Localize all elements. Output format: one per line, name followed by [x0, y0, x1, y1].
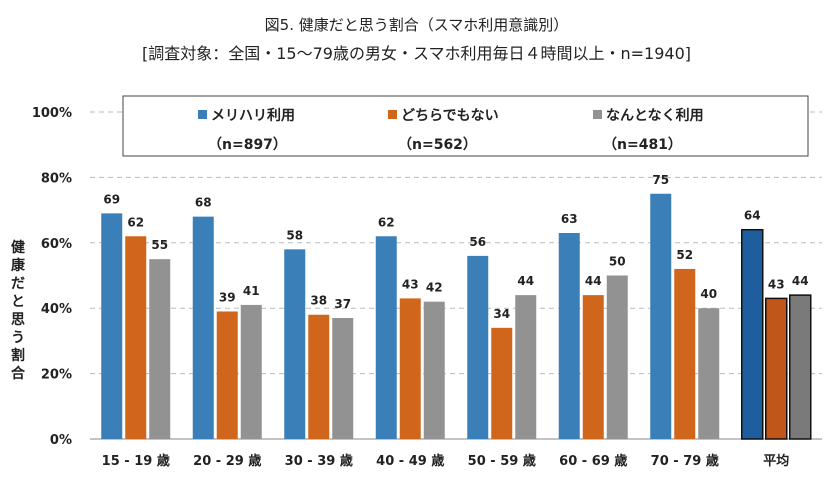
- y-axis-label-char: 思: [11, 312, 25, 328]
- data-label: 64: [744, 209, 761, 223]
- data-label: 44: [585, 274, 602, 288]
- x-tick-label: 30 - 39 歳: [285, 453, 353, 469]
- y-tick-label: 60%: [41, 237, 72, 252]
- data-label: 44: [517, 274, 534, 288]
- bar: [741, 228, 764, 440]
- bar: [332, 318, 354, 439]
- data-label: 43: [768, 277, 785, 291]
- x-tick-label: 40 - 49 歳: [376, 453, 444, 469]
- data-label: 58: [286, 228, 303, 242]
- data-label: 44: [792, 274, 809, 288]
- chart-title: 図5. 健康だと思う割合（スマホ利用意識別）: [264, 16, 569, 34]
- data-label: 75: [652, 173, 669, 187]
- y-axis-label-char: 割: [11, 347, 25, 364]
- x-tick-label: 15 - 19 歳: [102, 453, 170, 469]
- bar: [467, 255, 489, 439]
- chart-subtitle: [調査対象：全国・15～79歳の男女・スマホ利用毎日４時間以上・n=1940]: [142, 44, 691, 63]
- bar: [399, 298, 421, 439]
- y-axis-label-char: う: [11, 330, 25, 346]
- y-axis-label-char: 康: [11, 257, 26, 274]
- y-tick-label: 100%: [32, 106, 72, 121]
- bar: [582, 295, 604, 439]
- legend-swatch: [388, 110, 397, 119]
- legend-swatch: [593, 110, 602, 119]
- bar: [765, 297, 788, 440]
- data-label: 39: [219, 290, 236, 304]
- data-label: 62: [378, 215, 395, 229]
- bar: [650, 193, 672, 439]
- legend-label: なんとなく利用: [606, 107, 704, 124]
- bar: [308, 314, 330, 439]
- bar: [240, 304, 262, 439]
- bar: [125, 236, 147, 439]
- y-tick-label: 20%: [41, 368, 72, 383]
- x-tick-label: 20 - 29 歳: [193, 453, 261, 469]
- data-label: 56: [469, 235, 486, 249]
- data-label: 43: [402, 277, 419, 291]
- y-axis-label-char: だ: [11, 276, 25, 292]
- bar: [698, 308, 720, 439]
- data-label: 55: [151, 238, 168, 252]
- data-label: 42: [426, 281, 443, 295]
- legend-box: [122, 95, 809, 157]
- legend-count: （n=562）: [398, 137, 477, 153]
- data-label: 68: [195, 196, 212, 210]
- legend-label: メリハリ利用: [211, 107, 295, 124]
- bar: [192, 216, 214, 439]
- data-label: 69: [103, 192, 120, 206]
- bar: [491, 327, 513, 439]
- y-axis-label-char: と: [11, 294, 25, 310]
- bar: [423, 301, 445, 439]
- data-label: 41: [243, 284, 260, 298]
- data-label: 62: [127, 215, 144, 229]
- data-label: 38: [310, 294, 327, 308]
- y-axis-label-char: 合: [11, 365, 26, 382]
- bar: [101, 213, 123, 439]
- data-label: 40: [700, 287, 717, 301]
- legend-count: （n=897）: [208, 137, 287, 153]
- bar: [375, 236, 397, 439]
- y-axis-label-char: 健: [11, 239, 25, 256]
- data-label: 63: [561, 212, 578, 226]
- data-label: 34: [493, 307, 510, 321]
- bar: [558, 232, 580, 439]
- bar: [216, 311, 238, 439]
- bar: [149, 259, 171, 439]
- bar: [515, 295, 537, 439]
- y-tick-label: 40%: [41, 302, 72, 317]
- bar: [284, 249, 306, 439]
- bar: [674, 268, 696, 439]
- x-tick-label: 50 - 59 歳: [468, 453, 536, 469]
- y-tick-label: 0%: [50, 433, 72, 448]
- legend-swatch: [198, 110, 207, 119]
- data-label: 50: [609, 255, 626, 269]
- legend-label: どちらでもない: [401, 108, 499, 124]
- legend-count: （n=481）: [603, 137, 682, 153]
- y-tick-label: 80%: [41, 171, 72, 186]
- bar: [606, 275, 628, 439]
- bar: [789, 294, 812, 440]
- x-tick-label: 60 - 69 歳: [559, 453, 627, 469]
- data-label: 52: [676, 248, 693, 262]
- data-label: 37: [334, 297, 351, 311]
- x-tick-label: 70 - 79 歳: [651, 453, 719, 469]
- x-tick-label: 平均: [763, 453, 789, 469]
